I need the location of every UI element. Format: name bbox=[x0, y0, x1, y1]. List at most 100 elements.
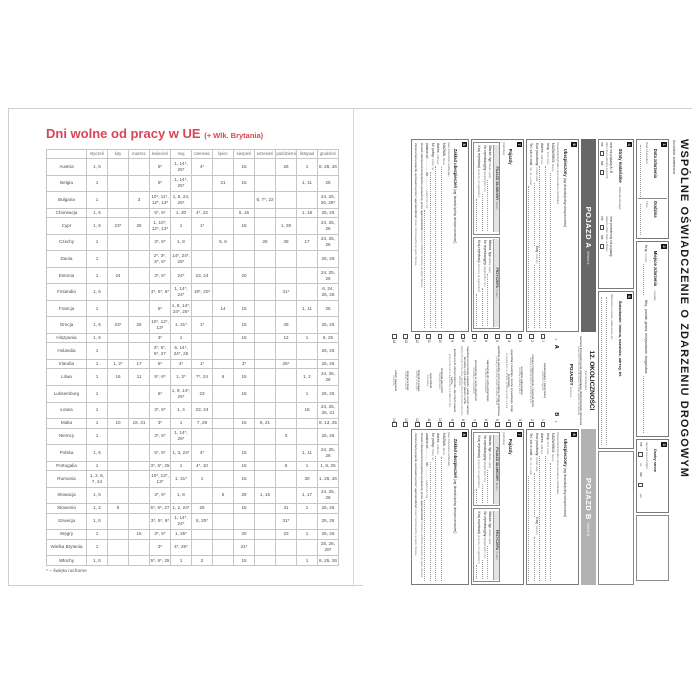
month-cell bbox=[254, 460, 276, 472]
month-header: grudzień bbox=[317, 149, 339, 159]
month-cell bbox=[275, 191, 297, 209]
month-cell: 26 bbox=[275, 158, 297, 176]
month-cell: 3*, 6* bbox=[149, 529, 171, 540]
month-cell bbox=[212, 191, 234, 209]
month-cell bbox=[107, 529, 129, 540]
motor-box-header: POJAZD SILNIKOWY (Motor) bbox=[492, 434, 499, 504]
country-label-en: Country bbox=[534, 525, 538, 536]
country-cell: Hiszpania bbox=[46, 332, 87, 344]
country-cell: Irlandia bbox=[46, 358, 87, 370]
month-cell: 1, 8 bbox=[170, 233, 192, 252]
month-cell: 1, 2* bbox=[107, 358, 129, 370]
table-row: Irlandia 1 1, 2* 17 6* 4* 1* 3* 26* 25, 26 bbox=[46, 358, 339, 370]
country-label: Kraj: bbox=[644, 245, 649, 253]
page-title-text: Dni wolne od pracy w UE bbox=[46, 126, 201, 141]
month-cell bbox=[212, 332, 234, 344]
month-cell: 12 bbox=[275, 332, 297, 344]
month-cell: 1, 11 bbox=[296, 444, 318, 462]
table-row: Polska 1, 6 5*, 6* 1, 3, 24* 4* 15 1, 11 24, 25… bbox=[46, 444, 339, 462]
circumstances-instruction-en: cross each of the relevant boxes to help… bbox=[576, 346, 580, 415]
month-cell: 1 bbox=[170, 555, 192, 566]
section-title-en: (see insurance certificate) bbox=[446, 142, 451, 177]
month-header: lipiec bbox=[212, 149, 234, 159]
month-cell bbox=[254, 332, 276, 344]
country-cell: Słowenia bbox=[46, 503, 87, 514]
month-cell: 1, 9, 14*, 25* bbox=[170, 384, 192, 403]
section-title: Ubezpieczony bbox=[562, 438, 568, 468]
month-cell: 1 bbox=[296, 460, 318, 472]
section-1-badge: 1 bbox=[661, 142, 667, 148]
table-row: Szwecja 1, 6 3*, 5*, 6* 1, 14*, 24* 6, 20* 31… bbox=[46, 512, 339, 531]
damage-opt2-yes-checkbox bbox=[599, 244, 605, 249]
month-cell bbox=[254, 401, 276, 420]
month-cell: 3*, 5*, 6* bbox=[149, 283, 171, 301]
circumstance-b-checkbox bbox=[460, 422, 466, 427]
dotted-line bbox=[533, 182, 537, 246]
month-cell: 14 bbox=[212, 299, 234, 318]
arrow-down-icon: ↓ bbox=[554, 338, 560, 341]
circumstance-label-en: entering a roundabout bbox=[483, 368, 487, 393]
table-header: styczeń luty marzec kwiecień maj czerwiec lipi… bbox=[46, 149, 339, 159]
field-label-en: (Registration no.) bbox=[482, 461, 486, 483]
page-title: Dni wolne od pracy w UE (+ Wlk. Brytania… bbox=[46, 126, 263, 141]
month-cell: 1 bbox=[86, 266, 108, 285]
dotted-line bbox=[476, 489, 480, 503]
month-cell: 3*, 5*, 6*, 27 bbox=[149, 342, 171, 360]
month-cell: 15 bbox=[233, 316, 255, 334]
section-title-en: Insured/policyholder (see insurance cert… bbox=[556, 432, 561, 495]
circumstance-text: ruszał z miejsca postoju / otwierał drzw… bbox=[529, 344, 534, 418]
month-cell: 19*, 20* bbox=[191, 283, 213, 301]
month-cell bbox=[128, 158, 150, 176]
month-cell bbox=[275, 250, 297, 268]
field-row: Adres: Address bbox=[435, 143, 440, 328]
month-header: styczeń bbox=[86, 149, 108, 159]
circumstance-b-checkbox bbox=[529, 422, 534, 427]
arrow-down-icon: ↓ bbox=[554, 420, 560, 423]
month-cell: 1 bbox=[86, 538, 108, 557]
month-cell bbox=[128, 512, 150, 531]
place-label-en: Locality bbox=[653, 290, 657, 301]
month-cell bbox=[254, 555, 276, 566]
dotted-line bbox=[481, 483, 485, 503]
section-8-head: 8Zakład ubezpieczeń [wg 'dowodu/polisy u… bbox=[446, 142, 468, 329]
month-cell: 5*, 6* bbox=[149, 444, 171, 462]
field-row: Tel. lub e-mail: Tel. no., e-mail bbox=[528, 143, 533, 328]
section-8-insurer: 8Zakład ubezpieczeń [wg 'dowodu/polisy u… bbox=[410, 139, 470, 332]
circumstances-subtitle: Circumstances bbox=[583, 370, 588, 391]
month-cell: 1 bbox=[86, 342, 108, 360]
field-label: Nr rejestracyjny bbox=[482, 240, 487, 265]
month-cell: 3*, 6* bbox=[149, 427, 171, 446]
field-row: Adres: Address bbox=[435, 433, 440, 581]
month-cell bbox=[233, 401, 255, 420]
month-cell bbox=[296, 250, 318, 268]
country-cell: Grecja bbox=[46, 316, 87, 334]
month-cell: 2 bbox=[191, 555, 213, 566]
table-row: Austria 1, 6 6* 1, 14*, 25* 4* 15 26 1 8, 25, 26 bbox=[46, 158, 339, 176]
month-cell bbox=[191, 332, 213, 344]
month-cell bbox=[107, 470, 129, 488]
field-row: Marka, typ (Make, type) bbox=[487, 436, 492, 503]
month-cell: 3*, 6* bbox=[149, 401, 171, 420]
circumstance-label-en: turning to the right bbox=[414, 370, 418, 391]
vehicle-b-column: POJAZD B Vehicle B 6Ubezpieczony [wg 'dowo… bbox=[364, 429, 596, 585]
month-cell: 3*, 6* bbox=[149, 233, 171, 252]
month-cell: 1, 6 bbox=[86, 555, 108, 566]
vehicles-label-en: Vehicles bbox=[569, 386, 574, 398]
month-cell: 3* bbox=[149, 418, 171, 429]
month-cell: 1 bbox=[86, 174, 108, 193]
dotted-line bbox=[440, 456, 444, 581]
section-badge: 7 bbox=[516, 142, 523, 148]
month-cell: 1, 18 bbox=[296, 207, 318, 219]
month-cell: 1, 30 bbox=[170, 207, 192, 219]
circumstance-b-checkbox bbox=[426, 422, 431, 427]
table-row: Luksemburg 1 6* 1, 9, 14*, 25* 23 15 1 25, 26 bbox=[46, 384, 339, 403]
month-cell bbox=[296, 342, 318, 360]
circumstance-item: 6 włączał się do ruchu okrężnego entering … bbox=[480, 334, 491, 427]
section-7-vehicles: 7Pojazdy (Vehicles) POJAZD SILNIKOWY (Mot… bbox=[471, 429, 525, 585]
month-cell: 1, 6 bbox=[86, 486, 108, 505]
section-title-en: (see insurance certificate) bbox=[446, 432, 451, 467]
month-cell bbox=[254, 503, 276, 514]
injured-yes-label-en: yes bbox=[638, 493, 643, 499]
month-cell bbox=[254, 342, 276, 360]
trailer-box: PRZYCZEPA (Trailer) Marka, typ (Make, type… bbox=[473, 508, 501, 582]
